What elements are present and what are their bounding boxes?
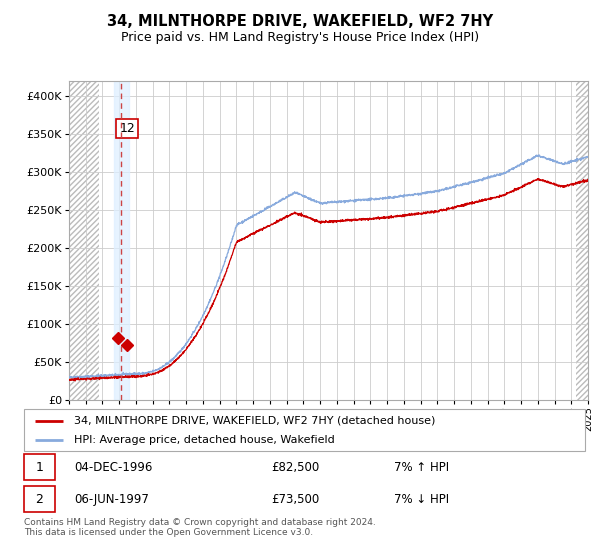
Text: 34, MILNTHORPE DRIVE, WAKEFIELD, WF2 7HY: 34, MILNTHORPE DRIVE, WAKEFIELD, WF2 7HY bbox=[107, 14, 493, 29]
Text: £73,500: £73,500 bbox=[271, 493, 319, 506]
Text: 34, MILNTHORPE DRIVE, WAKEFIELD, WF2 7HY (detached house): 34, MILNTHORPE DRIVE, WAKEFIELD, WF2 7HY… bbox=[74, 416, 436, 426]
Text: £82,500: £82,500 bbox=[271, 460, 319, 474]
Bar bbox=[114, 81, 129, 400]
Text: 12: 12 bbox=[119, 122, 135, 135]
FancyBboxPatch shape bbox=[24, 486, 55, 512]
FancyBboxPatch shape bbox=[24, 409, 585, 451]
FancyBboxPatch shape bbox=[24, 454, 55, 480]
Text: Price paid vs. HM Land Registry's House Price Index (HPI): Price paid vs. HM Land Registry's House … bbox=[121, 31, 479, 44]
Text: 06-JUN-1997: 06-JUN-1997 bbox=[74, 493, 149, 506]
Text: 7% ↑ HPI: 7% ↑ HPI bbox=[394, 460, 449, 474]
Text: HPI: Average price, detached house, Wakefield: HPI: Average price, detached house, Wake… bbox=[74, 435, 335, 445]
Text: 04-DEC-1996: 04-DEC-1996 bbox=[74, 460, 153, 474]
Text: 2: 2 bbox=[35, 493, 43, 506]
Text: Contains HM Land Registry data © Crown copyright and database right 2024.
This d: Contains HM Land Registry data © Crown c… bbox=[24, 518, 376, 538]
Text: 1: 1 bbox=[35, 460, 43, 474]
Text: 7% ↓ HPI: 7% ↓ HPI bbox=[394, 493, 449, 506]
